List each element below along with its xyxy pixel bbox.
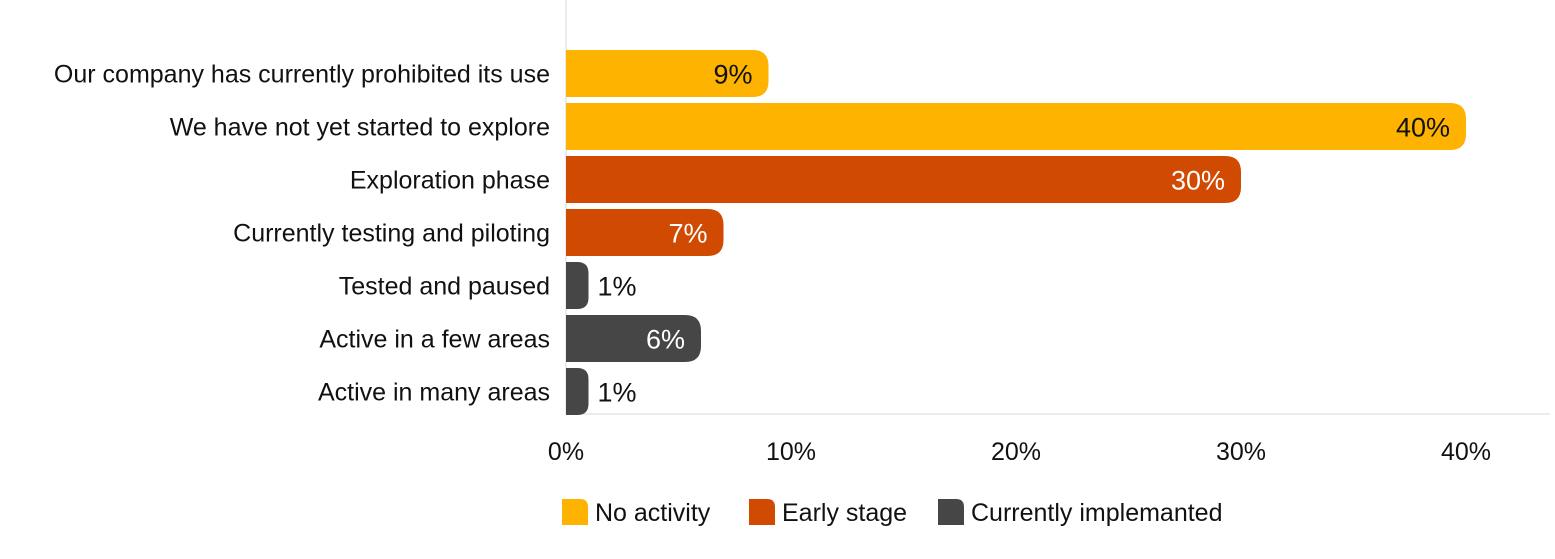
x-tick-label: 0% xyxy=(548,438,584,466)
data-label: 7% xyxy=(668,219,707,249)
bar xyxy=(566,50,769,97)
x-tick-label: 40% xyxy=(1441,438,1491,466)
category-label: Currently testing and piloting xyxy=(233,220,550,248)
legend-label: No activity xyxy=(595,499,711,527)
legend-label: Early stage xyxy=(782,499,907,527)
bar xyxy=(566,103,1466,150)
x-tick-labels: 0% 10% 20% 30% 40% xyxy=(548,438,1491,466)
data-label: 40% xyxy=(1396,113,1450,143)
bar xyxy=(566,315,701,362)
bar xyxy=(566,262,589,309)
bar xyxy=(566,368,589,415)
category-label: Active in a few areas xyxy=(319,326,550,354)
category-label: Tested and paused xyxy=(339,273,550,301)
category-label: Our company has currently prohibited its… xyxy=(54,61,550,89)
x-tick-label: 20% xyxy=(991,438,1041,466)
legend-swatch xyxy=(562,499,588,525)
data-label: 1% xyxy=(598,378,637,408)
bar xyxy=(566,156,1241,203)
data-label: 30% xyxy=(1171,166,1225,196)
legend-label: Currently implemanted xyxy=(971,499,1223,527)
x-tick-label: 30% xyxy=(1216,438,1266,466)
bar xyxy=(566,209,724,256)
legend-swatch xyxy=(938,499,964,525)
data-label: 6% xyxy=(646,325,685,355)
data-label: 9% xyxy=(713,60,752,90)
bars xyxy=(566,50,1466,415)
category-label: We have not yet started to explore xyxy=(170,114,550,142)
category-label: Active in many areas xyxy=(318,379,550,407)
data-label: 1% xyxy=(598,272,637,302)
category-labels: Our company has currently prohibited its… xyxy=(54,61,550,407)
legend: No activity Early stage Currently impleman… xyxy=(562,499,1223,527)
category-label: Exploration phase xyxy=(350,167,550,195)
data-labels: 9% 40% 30% 7% 1% 6% 1% xyxy=(598,60,1451,408)
legend-swatch xyxy=(749,499,775,525)
x-tick-label: 10% xyxy=(766,438,816,466)
